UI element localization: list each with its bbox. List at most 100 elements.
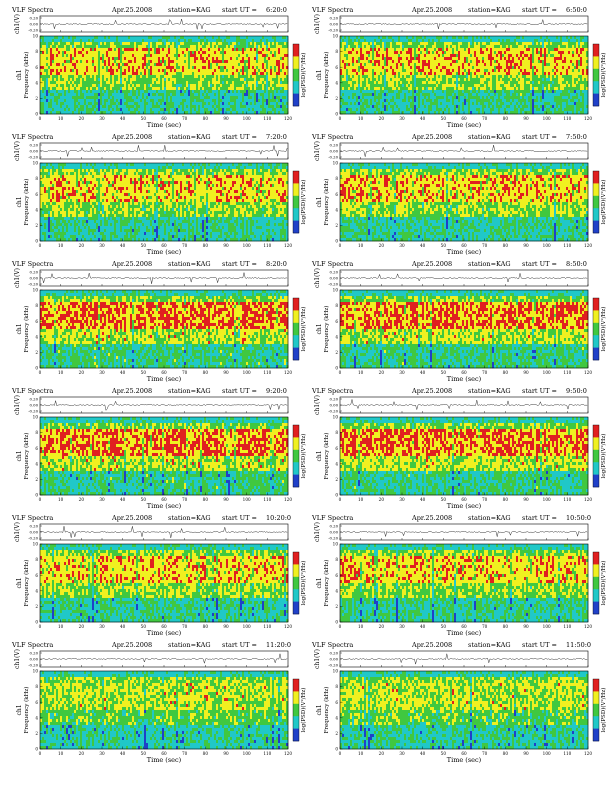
spectrogram-cell — [124, 84, 127, 88]
spectrogram-cell — [194, 39, 197, 43]
x-tick-label: 60 — [161, 116, 167, 121]
spectrogram-cell — [104, 48, 107, 52]
spectrogram-cell — [154, 78, 157, 82]
spectrogram-cell — [92, 66, 95, 70]
spectrogram-cell — [376, 48, 379, 52]
spectrogram-cell — [206, 36, 209, 40]
spectrogram-cell — [132, 54, 135, 58]
spectrogram-cell — [136, 72, 139, 76]
spectrogram-cell — [254, 42, 257, 46]
spectrogram-cell — [110, 63, 113, 67]
spectrogram-cell — [198, 75, 201, 79]
spectrogram-cell — [350, 69, 353, 73]
spectrogram-cell — [138, 90, 141, 94]
spectrogram-cell — [354, 42, 357, 46]
spectrogram-cell — [502, 63, 505, 67]
spectrogram-cell — [46, 81, 49, 85]
spectrogram-cell — [224, 78, 227, 82]
spectrogram-cell — [278, 36, 281, 40]
spectrogram-cell — [276, 63, 279, 67]
spectrogram-cell — [376, 63, 379, 67]
spectrogram-cell — [66, 42, 69, 46]
spectrogram-cell — [408, 57, 411, 61]
spectrogram-cell — [218, 81, 221, 85]
spectrogram-cell — [286, 96, 289, 100]
spectrogram-cell — [66, 36, 69, 40]
spectrogram-cell — [94, 102, 97, 106]
spectrogram-cell — [574, 54, 577, 58]
spectrogram-cell — [162, 87, 165, 91]
spectrogram-cell — [210, 93, 213, 97]
spectrogram-cell — [186, 51, 189, 55]
spectrogram-cell — [170, 45, 173, 49]
spectrogram-cell — [412, 48, 415, 52]
spectrogram-cell — [468, 57, 471, 61]
spectrogram-cell — [428, 63, 431, 67]
spectrogram-cell — [216, 66, 219, 70]
spectrogram-cell — [282, 78, 285, 82]
spectrogram-cell — [132, 75, 135, 79]
spectrogram-cell — [184, 96, 187, 100]
spectrogram-cell — [58, 87, 61, 91]
spectrogram-cell — [352, 60, 355, 64]
spectrogram-cell — [520, 57, 523, 61]
spectrogram-cell — [252, 111, 255, 115]
spectrogram-cell — [210, 51, 213, 55]
spectrogram-cell — [152, 102, 155, 106]
spectrogram-cell — [272, 54, 275, 58]
spectrogram-cell — [50, 45, 53, 49]
spectrogram-cell — [50, 60, 53, 64]
spectrogram-cell — [46, 99, 49, 103]
spectrogram-cell — [198, 111, 201, 115]
spectrogram-cell — [118, 78, 121, 82]
spectrogram-cell — [492, 57, 495, 61]
spectrogram-cell — [210, 66, 213, 70]
spectrogram-cell — [178, 96, 181, 100]
spectrogram-cell — [80, 54, 83, 58]
spectrogram-cell — [72, 57, 75, 61]
spectrogram-cell — [72, 84, 75, 88]
spectrogram-cell — [90, 111, 93, 115]
spectrogram-cell — [148, 42, 151, 46]
spectrogram-cell — [74, 69, 77, 73]
spectrogram-cell — [284, 63, 287, 67]
spectrogram-cell — [132, 81, 135, 85]
spectrogram-cell — [108, 60, 111, 64]
spectrogram-cell — [280, 84, 283, 88]
spectrogram-cell — [136, 84, 139, 88]
spectrogram-cell — [474, 36, 477, 40]
spectrogram-cell — [260, 111, 263, 115]
spectrogram-cell — [570, 48, 573, 52]
spectrogram-cell — [260, 93, 263, 97]
spectrogram-cell — [454, 39, 457, 43]
spectrogram-cell — [110, 99, 113, 103]
spectrogram-cell — [118, 72, 121, 76]
colorbar: log(PSD)(V²/Hz) — [292, 43, 307, 107]
spectrogram-cell — [370, 72, 373, 76]
spectrogram-cell — [344, 63, 347, 67]
spectrogram-cell — [94, 78, 97, 82]
spectrogram-cell — [118, 87, 121, 91]
spectrogram-cell — [72, 48, 75, 52]
spectrogram-cell — [248, 78, 251, 82]
spectrogram-cell — [424, 54, 427, 58]
spectrogram-cell — [198, 84, 201, 88]
spectrogram-cell — [282, 75, 285, 79]
spectrogram-cell — [286, 69, 289, 73]
spectrogram-cell — [394, 60, 397, 64]
spectrogram-cell — [504, 51, 507, 55]
spectrogram-cell — [108, 99, 111, 103]
spectrogram-cell — [566, 66, 569, 70]
spectrogram-cell — [204, 75, 207, 79]
spectrogram-cell — [572, 45, 575, 49]
spectrogram-cell — [148, 39, 151, 43]
spectrogram-cell — [174, 78, 177, 82]
spectrogram-cell — [58, 57, 61, 61]
spectrogram-cell — [424, 69, 427, 73]
spectrogram-cell — [234, 96, 237, 100]
spectrogram-cell — [110, 108, 113, 112]
spectrogram-cell — [566, 45, 569, 49]
spectrogram-cell — [396, 63, 399, 67]
spectrogram-cell — [210, 75, 213, 79]
spectrogram-cell — [162, 48, 165, 52]
